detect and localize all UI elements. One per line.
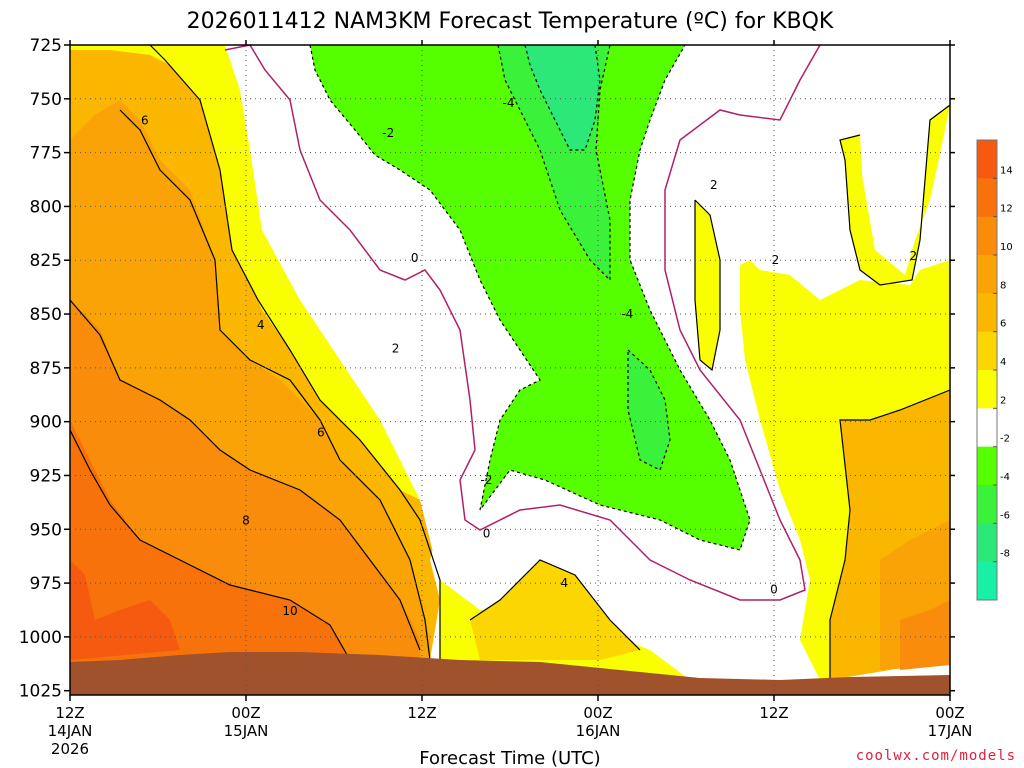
colorbar-band — [977, 523, 997, 563]
y-tick-label: 750 — [30, 90, 62, 110]
credit-link[interactable]: coolwx.com/models — [856, 748, 1016, 764]
x-tick-label: 16JAN — [576, 722, 621, 740]
colorbar: 14 12 10 8 6 4 2 -2 -4 -6 -8 — [976, 139, 1013, 601]
colorbar-band — [977, 446, 997, 486]
contour-label: 2 — [710, 178, 718, 192]
colorbar-tick-label: 8 — [1000, 280, 1006, 291]
contour-label: 2 — [392, 341, 400, 355]
x-tick-label: 00Z — [231, 704, 260, 722]
colorbar-tick-label: -2 — [1000, 434, 1010, 445]
fill-band-2-4-top — [150, 45, 290, 300]
isotherm-minus4-b — [627, 348, 671, 471]
colorbar-band — [977, 178, 997, 218]
ground-fill — [70, 652, 950, 695]
isotherm-minus6 — [524, 44, 601, 151]
y-tick-label: 775 — [30, 144, 62, 164]
fill-band-12-14 — [70, 560, 180, 660]
fill-band-2-4-left — [70, 45, 420, 500]
colorbar-band — [977, 331, 997, 371]
fill-band-2-4-narrow — [695, 200, 720, 370]
isotherm-10 — [69, 429, 351, 661]
colorbar-tick-label: -4 — [1000, 472, 1010, 483]
contour-label: -2 — [481, 473, 493, 487]
contour-label: -2 — [382, 126, 394, 140]
colorbar-tick-label: 2 — [1000, 395, 1006, 406]
grid-lines — [70, 45, 950, 695]
y-tick-label: 975 — [30, 574, 62, 594]
temperature-fills — [70, 45, 950, 680]
contour-label: -4 — [503, 96, 515, 110]
x-axis-label: Forecast Time (UTC) — [419, 748, 600, 768]
isotherm-lines — [69, 44, 951, 680]
colorbar-tick-label: 14 — [1000, 165, 1013, 176]
x-tick-label: 12Z — [759, 704, 788, 722]
colorbar-tick-label: -6 — [1000, 510, 1010, 521]
contour-label: 6 — [317, 425, 325, 439]
chart-title: 2026011412 NAM3KM Forecast Temperature (… — [187, 9, 834, 34]
contour-label: 10 — [282, 604, 297, 618]
contour-label: -4 — [621, 307, 633, 321]
colorbar-tick-label: 4 — [1000, 357, 1006, 368]
x-tick-label: 12Z — [407, 704, 436, 722]
x-tick-label: 00Z — [935, 704, 964, 722]
isotherm-2-narrow — [694, 199, 721, 372]
y-tick-label: 1000 — [19, 628, 62, 648]
y-axis: 7257507758008258508759009259509751000102… — [19, 36, 955, 702]
x-tick-label: 15JAN — [224, 722, 269, 740]
colorbar-band — [977, 370, 997, 409]
colorbar-band — [977, 485, 997, 524]
colorbar-tick-label: -8 — [1000, 549, 1010, 560]
x-tick-label: 17JAN — [928, 722, 973, 740]
y-tick-label: 800 — [30, 197, 62, 217]
isotherm-4-right — [829, 389, 951, 680]
x-tick-label: 2026 — [51, 740, 89, 758]
colorbar-tick-label: 10 — [1000, 242, 1013, 253]
y-tick-label: 725 — [30, 36, 62, 56]
x-tick-label: 00Z — [583, 704, 612, 722]
colorbar-band — [977, 561, 997, 601]
contour-label: 0 — [770, 583, 778, 597]
fill-band-near-zero — [225, 45, 950, 680]
colorbar-band — [977, 408, 997, 448]
colorbar-tick-label: 12 — [1000, 204, 1013, 215]
y-tick-label: 950 — [30, 520, 62, 540]
colorbar-tick-label: 6 — [1000, 319, 1006, 330]
zero-isotherm — [224, 44, 821, 601]
contour-label: 4 — [560, 576, 568, 590]
zero-isotherm-line — [224, 44, 821, 601]
isotherm-4 — [149, 44, 441, 660]
isotherm-8 — [69, 299, 421, 651]
fill-band-minus4-minus6-b — [628, 350, 670, 470]
contour-label: 0 — [483, 527, 491, 541]
colorbar-band — [977, 293, 997, 333]
fill-band-minus6-minus8 — [525, 45, 600, 150]
contour-labels: 6 4 2 6 8 10 -2 -4 0 2 2 2 -4 -2 0 4 0 — [141, 96, 918, 618]
contour-label: 6 — [141, 113, 149, 127]
contour-label: 2 — [772, 253, 780, 267]
colorbar-band — [977, 216, 997, 256]
x-tick-label: 12Z — [55, 704, 84, 722]
isotherm-4-bottom — [469, 559, 641, 651]
colorbar-band — [977, 255, 997, 294]
y-tick-label: 1025 — [19, 682, 62, 702]
contour-label: 4 — [257, 318, 265, 332]
fill-band-8-10-right — [900, 600, 950, 670]
contour-label: 2 — [910, 249, 918, 263]
plot-frame — [69, 44, 951, 696]
isotherm-2-right — [839, 104, 951, 286]
contour-label: 0 — [411, 251, 419, 265]
x-tick-label: 14JAN — [48, 722, 93, 740]
y-tick-label: 850 — [30, 305, 62, 325]
isotherm-6 — [119, 109, 431, 661]
y-tick-label: 825 — [30, 251, 62, 271]
y-tick-label: 900 — [30, 413, 62, 433]
y-tick-label: 925 — [30, 466, 62, 486]
contour-label: 8 — [242, 514, 250, 528]
y-tick-label: 875 — [30, 359, 62, 379]
colorbar-band — [977, 140, 997, 179]
